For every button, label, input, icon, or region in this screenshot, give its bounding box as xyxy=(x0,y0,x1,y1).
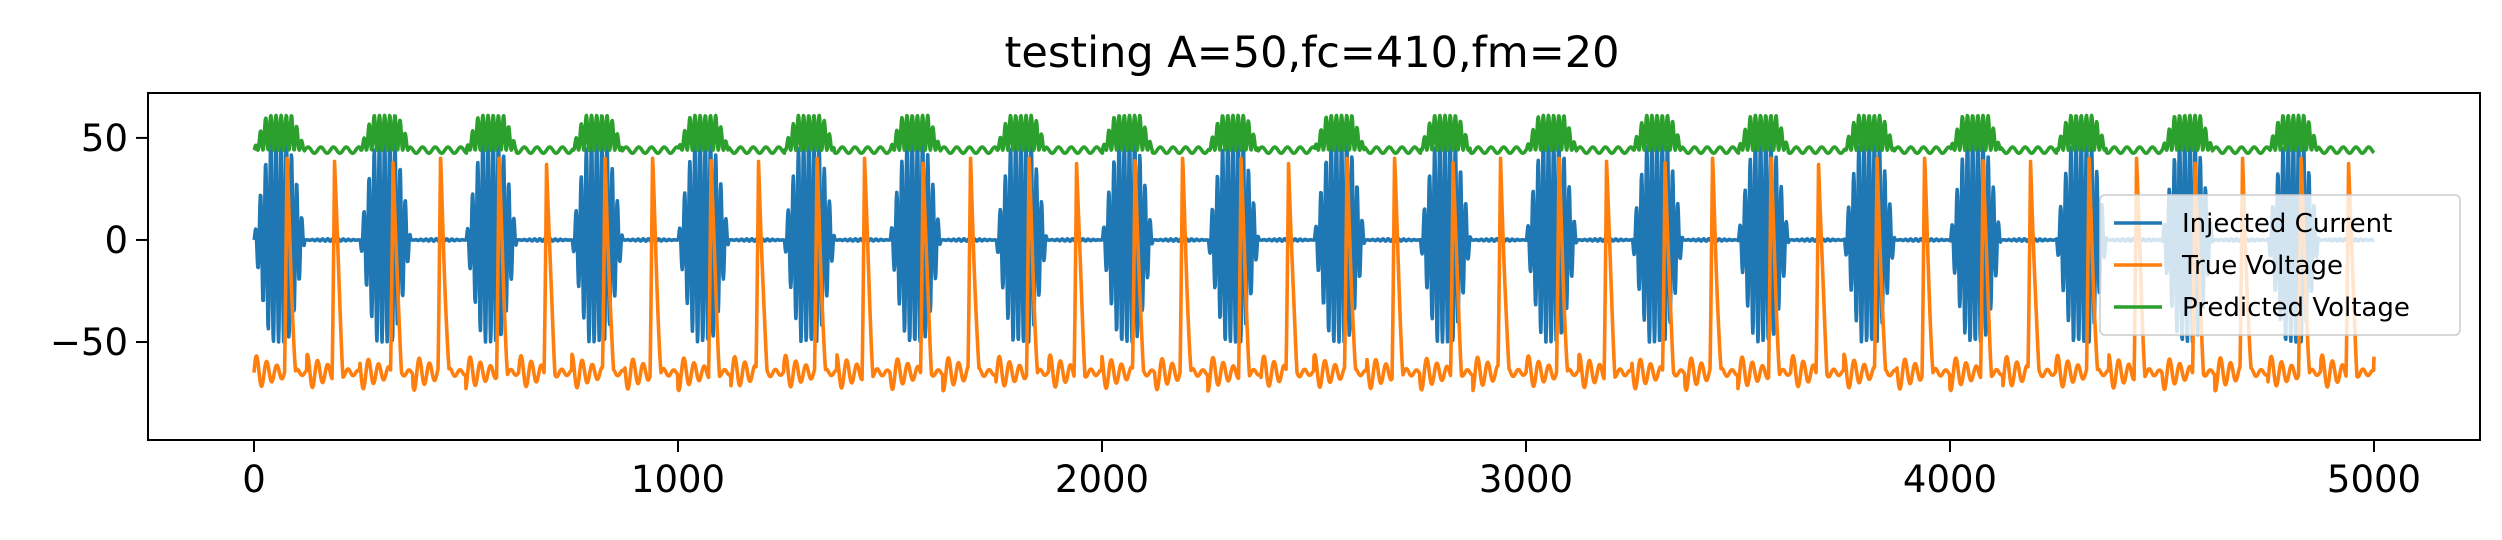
series-line-predicted-voltage xyxy=(252,113,2376,155)
x-tick-label: 3000 xyxy=(1479,458,1573,501)
x-tick-label: 0 xyxy=(242,458,266,501)
axes: 0 1000 2000 3000 4000 5000 50 0 −50 xyxy=(50,92,2481,501)
chart-title: testing A=50,fc=410,fm=20 xyxy=(1005,28,1620,78)
legend-label: Predicted Voltage xyxy=(2182,293,2410,323)
legend-label: True Voltage xyxy=(2181,251,2343,281)
y-tick-label: 0 xyxy=(104,219,128,262)
y-tick-label: 50 xyxy=(81,117,128,160)
legend-item-predicted-voltage: Predicted Voltage xyxy=(2114,293,2410,323)
plot-area xyxy=(252,113,2376,393)
plot-frame xyxy=(147,92,2481,441)
legend-item-injected-current: Injected Current xyxy=(2114,209,2392,239)
x-tick-label: 1000 xyxy=(631,458,725,501)
x-tick-label: 2000 xyxy=(1055,458,1149,501)
x-tick-label: 5000 xyxy=(2327,458,2421,501)
legend: Injected Current True Voltage Predicted Vo… xyxy=(2099,194,2461,336)
series-line-true-voltage xyxy=(252,156,2376,393)
legend-label: Injected Current xyxy=(2182,209,2392,239)
legend-item-true-voltage: True Voltage xyxy=(2114,251,2343,281)
legend-box xyxy=(2099,194,2461,336)
x-tick-label: 4000 xyxy=(1903,458,1997,501)
series-line-injected-current xyxy=(252,136,2376,344)
y-tick-label: −50 xyxy=(50,321,128,364)
series-group xyxy=(252,113,2376,393)
